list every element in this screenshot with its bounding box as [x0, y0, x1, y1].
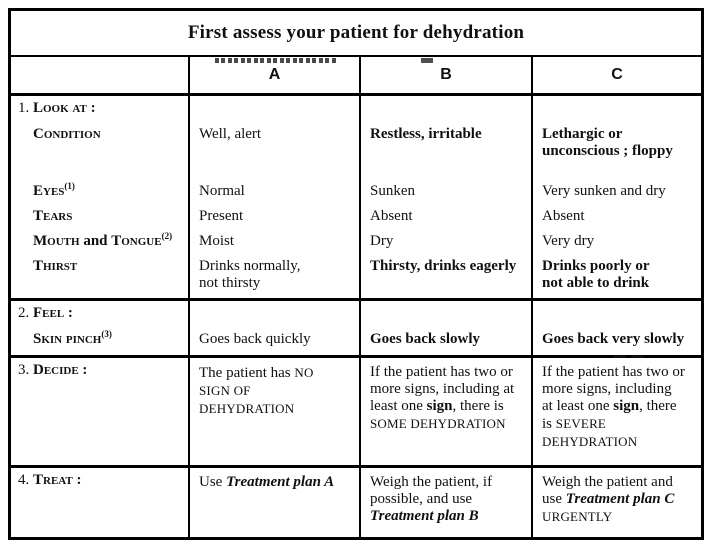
- footnote-superscript: (3): [101, 329, 112, 339]
- decide-text: , there is: [542, 398, 677, 432]
- decide-text: The patient has: [199, 365, 295, 381]
- cell-eyes-b: Sunken: [359, 179, 531, 204]
- row-label-text: Eyes: [33, 183, 65, 199]
- cell-blank: [188, 96, 359, 122]
- cell-thirst-b: Thirsty, drinks eagerly: [359, 254, 531, 298]
- section-label-text: Feel :: [33, 305, 73, 321]
- table-title: First assess your patient for dehydratio…: [187, 22, 525, 43]
- decide-text: If the patient has two or more signs, in…: [542, 364, 685, 414]
- cell-blank: [359, 96, 531, 122]
- section-number: 2.: [18, 305, 30, 321]
- decide-text: If the patient has two or more signs, in…: [370, 364, 515, 414]
- table-title-row: First assess your patient for dehydratio…: [11, 11, 701, 57]
- cell-blank: [188, 301, 359, 327]
- section-decide: 3. Decide : The patient has NO SIGN OF DE…: [11, 358, 701, 468]
- decide-caps-text: NO SIGN OF DEHYDRATION: [199, 365, 314, 416]
- section-feel: 2. Feel : Skin pinch(3) Goes back quickly…: [11, 301, 701, 358]
- section-treat: 4. Treat : Use Treatment plan A Weigh the…: [11, 468, 701, 537]
- section-label-look-at: 1. Look at :: [11, 96, 188, 122]
- footnote-superscript: (1): [64, 181, 75, 191]
- cell-eyes-c: Very sunken and dry: [531, 179, 701, 204]
- treat-caps-text: URGENTLY: [542, 509, 613, 524]
- row-label-tears: Tears: [33, 208, 73, 224]
- column-header-row: A B C: [11, 57, 701, 96]
- cell-blank: [359, 301, 531, 327]
- cell-decide-c: If the patient has two or more signs, in…: [531, 358, 701, 465]
- treat-text: Use: [199, 474, 227, 490]
- row-label-skin-pinch: Skin pinch(3): [11, 327, 188, 355]
- cell-blank: [531, 96, 701, 122]
- cell-thirst-c: Drinks poorly or not able to drink: [531, 254, 701, 298]
- cell-treat-c: Weigh the patient and use Treatment plan…: [531, 468, 701, 537]
- row-label-thirst: Thirst: [33, 258, 78, 274]
- column-header-b: B: [359, 57, 531, 93]
- section-label-treat: 4. Treat :: [11, 468, 188, 537]
- cell-mouth-c: Very dry: [531, 229, 701, 254]
- row-label-text: Tongue: [111, 233, 162, 249]
- decide-caps-text: SOME DEHYDRATION: [370, 416, 506, 431]
- cell-mouth-a: Moist: [188, 229, 359, 254]
- section-label-feel: 2. Feel :: [11, 301, 188, 327]
- decide-caps-text: SEVERE DEHYDRATION: [542, 416, 638, 449]
- cell-tears-b: Absent: [359, 204, 531, 229]
- row-label-eyes: Eyes(1): [11, 179, 188, 204]
- cell-condition-c: Lethargic or unconscious ; floppy: [531, 122, 701, 179]
- column-header-blank: [11, 57, 188, 93]
- row-label-mouth-and-tongue: Mouth and Tongue(2): [11, 229, 188, 254]
- row-label-text: Mouth: [33, 233, 80, 249]
- section-label-text: Look at :: [33, 100, 96, 116]
- decide-bold-sign: sign: [426, 398, 453, 414]
- section-number: 1.: [18, 100, 30, 116]
- treatment-plan-name: Treatment plan A: [226, 474, 335, 490]
- decide-text: , there is: [452, 398, 504, 414]
- section-label-text: Treat :: [33, 472, 82, 488]
- section-look-at: 1. Look at : Condition Well, alert Restle…: [11, 96, 701, 301]
- cell-tears-c: Absent: [531, 204, 701, 229]
- cell-mouth-b: Dry: [359, 229, 531, 254]
- dehydration-assessment-table: First assess your patient for dehydratio…: [8, 8, 704, 540]
- section-number: 3.: [18, 362, 30, 378]
- cell-skin-pinch-b: Goes back slowly: [359, 327, 531, 355]
- treat-text: Weigh the patient and use: [542, 474, 673, 507]
- cell-decide-b: If the patient has two or more signs, in…: [359, 358, 531, 465]
- cell-blank: [531, 301, 701, 327]
- cell-condition-a: Well, alert: [188, 122, 359, 179]
- cell-thirst-a: Drinks normally, not thirsty: [188, 254, 359, 298]
- decide-bold-sign: sign: [613, 398, 640, 414]
- row-label-condition: Condition: [33, 126, 101, 142]
- cell-skin-pinch-c: Goes back very slowly: [531, 327, 701, 355]
- column-header-a: A: [188, 57, 359, 93]
- cell-condition-b: Restless, irritable: [359, 122, 531, 179]
- cell-skin-pinch-a: Goes back quickly: [188, 327, 359, 355]
- cell-eyes-a: Normal: [188, 179, 359, 204]
- column-header-c: C: [531, 57, 701, 93]
- treat-text: Weigh the patient, if possible, and use: [370, 474, 493, 507]
- cell-treat-b: Weigh the patient, if possible, and use …: [359, 468, 531, 537]
- row-label-text: and: [79, 233, 112, 249]
- cell-tears-a: Present: [188, 204, 359, 229]
- section-label-text: Decide :: [33, 362, 88, 378]
- treatment-plan-name: Treatment plan C: [565, 491, 675, 507]
- cell-treat-a: Use Treatment plan A: [188, 468, 359, 537]
- footnote-superscript: (2): [161, 231, 173, 241]
- treatment-plan-name: Treatment plan B: [370, 508, 479, 524]
- section-label-decide: 3. Decide :: [11, 358, 188, 465]
- section-number: 4.: [18, 472, 30, 488]
- row-label-text: Skin pinch: [33, 331, 102, 347]
- cell-decide-a: The patient has NO SIGN OF DEHYDRATION: [188, 358, 359, 465]
